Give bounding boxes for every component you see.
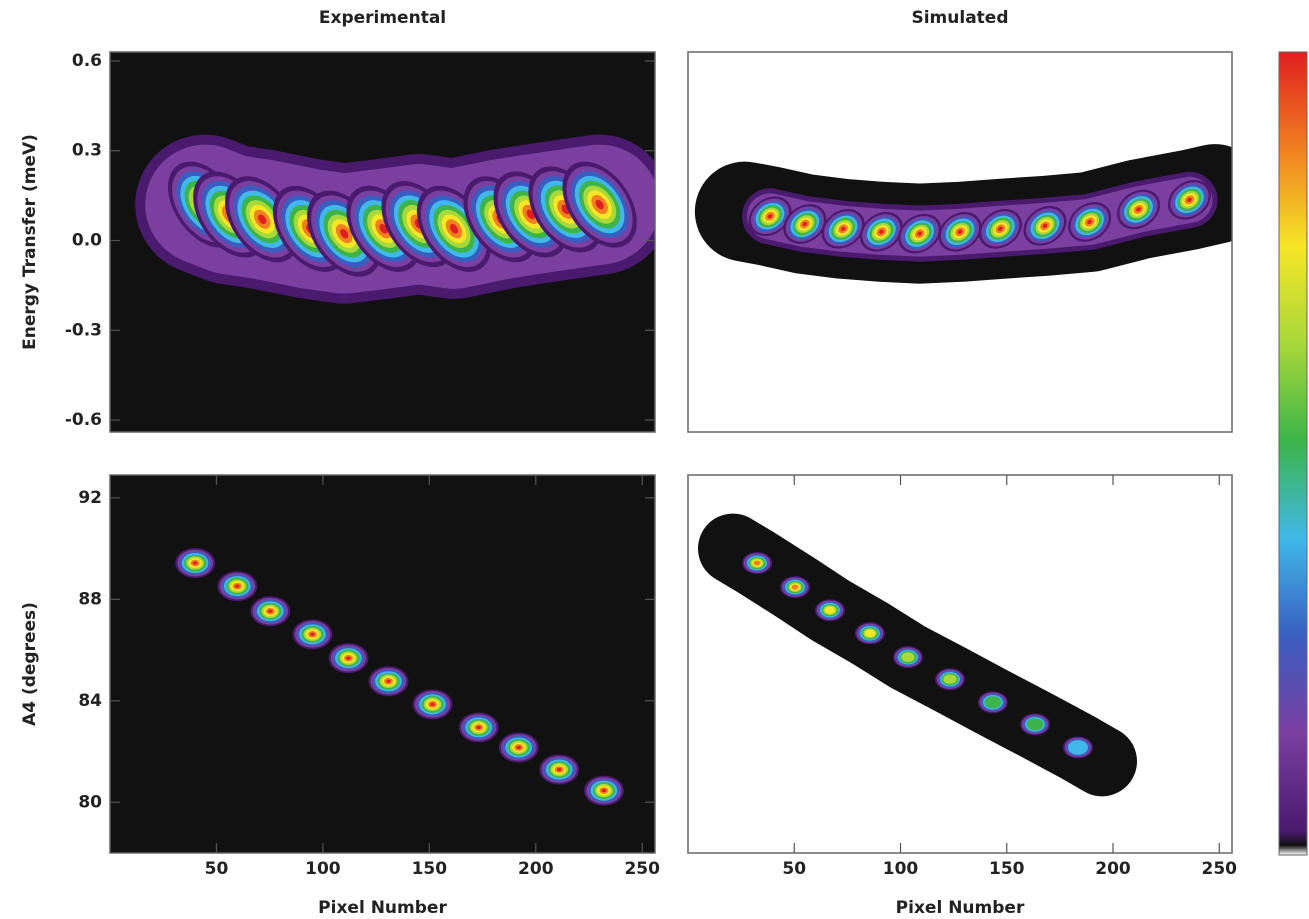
panel-title: Simulated	[911, 8, 1008, 28]
intensity-spot	[865, 630, 875, 637]
y-tick-label: 88	[78, 589, 102, 609]
plot-area	[110, 52, 655, 432]
plot-background	[110, 475, 655, 853]
x-tick-label: 250	[1202, 859, 1238, 879]
y-tick-label: 0.6	[72, 51, 102, 71]
y-axis-label: Energy Transfer (meV)	[20, 134, 40, 350]
intensity-spot	[985, 696, 1002, 708]
intensity-spot	[346, 656, 350, 659]
intensity-spot	[754, 561, 761, 566]
y-tick-label: 80	[78, 792, 102, 812]
y-tick-label: -0.3	[65, 320, 102, 340]
intensity-spot	[517, 746, 521, 749]
x-tick-label: 200	[518, 859, 554, 879]
y-tick-label: -0.6	[65, 410, 102, 430]
intensity-spot	[602, 789, 606, 792]
plot-area	[688, 475, 1232, 853]
x-tick-label: 150	[412, 859, 448, 879]
y-tick-label: 0.0	[72, 231, 102, 251]
intensity-spot	[235, 584, 239, 587]
intensity-spot	[268, 610, 272, 613]
y-axis-label: A4 (degrees)	[20, 602, 40, 726]
panel-title: Experimental	[319, 8, 446, 28]
x-tick-label: 150	[989, 859, 1025, 879]
x-axis-label: Pixel Number	[896, 898, 1025, 918]
intensity-spot	[477, 726, 481, 729]
intensity-spot	[943, 674, 956, 684]
x-tick-label: 100	[883, 859, 919, 879]
colorbar	[1279, 52, 1307, 855]
intensity-spot	[825, 607, 835, 614]
x-axis-label: Pixel Number	[318, 898, 447, 918]
x-tick-label: 250	[624, 859, 660, 879]
intensity-spot	[310, 633, 314, 636]
x-tick-label: 100	[305, 859, 341, 879]
y-tick-label: 92	[78, 488, 102, 508]
plot-area	[110, 475, 655, 853]
x-tick-label: 200	[1095, 859, 1131, 879]
intensity-spot	[557, 768, 561, 771]
x-tick-label: 50	[205, 859, 229, 879]
y-tick-label: 0.3	[72, 141, 102, 161]
intensity-spot	[1068, 740, 1088, 755]
plot-area	[688, 52, 1232, 432]
intensity-spot	[386, 680, 390, 683]
intensity-spot	[430, 703, 434, 706]
intensity-spot	[193, 561, 197, 564]
y-tick-label: 84	[78, 691, 102, 711]
intensity-spot	[1027, 718, 1044, 730]
x-tick-label: 50	[782, 859, 806, 879]
figure: -0.6 -0.3 0.0 0.3 0.6 Experimental Energy Tran…	[0, 0, 1309, 919]
intensity-spot	[901, 652, 914, 662]
intensity-spot	[792, 585, 799, 590]
